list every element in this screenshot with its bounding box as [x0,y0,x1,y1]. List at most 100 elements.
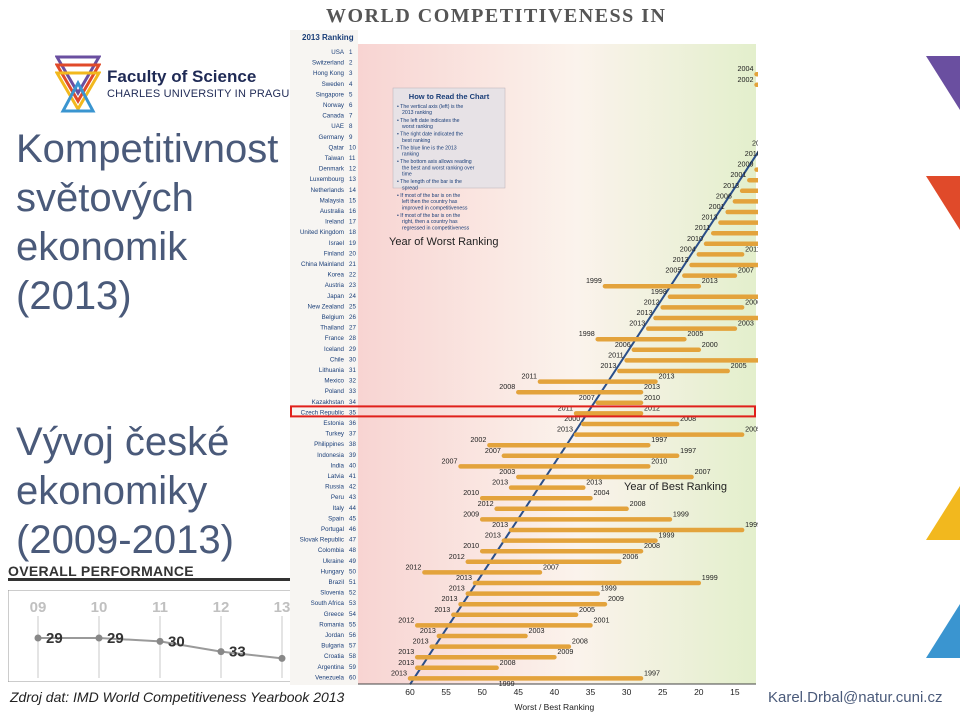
overall-performance-rule [8,578,318,581]
country-label: Russia [325,484,344,491]
rank-label: 51 [349,579,356,586]
overall-performance-point [34,634,42,642]
rank-label: 44 [349,505,356,512]
chart-title: WORLD COMPETITIVENESS IN [326,5,667,27]
howto-item: • The length of the bar is the spread [397,179,462,191]
country-label: Venezuela [315,674,344,681]
country-label: Singapore [316,91,345,98]
rank-label: 25 [349,303,356,310]
rank-label: 21 [349,261,356,268]
howto-item: • If most of the bar is on the right, the… [397,213,470,231]
worst-year-label: 2008 [499,382,515,391]
diagonal-2013-line [409,150,758,685]
worst-year-label: 2006 [752,138,758,147]
worst-year-label: 2011 [695,223,710,232]
country-label: France [325,335,345,342]
rank-label: 26 [349,314,356,321]
overall-performance-point [156,637,164,645]
title-line: ekonomik [16,225,188,269]
subtitle-line: Vývoj české [16,420,230,464]
country-label: Kazakhstan [312,399,345,406]
rank-label: 20 [349,250,356,257]
x-tick-label: 35 [586,687,596,697]
overall-performance-year: 09 [30,599,47,616]
country-label: Argentina [318,664,345,671]
rank-label: 19 [349,240,356,247]
howto-title: How to Read the Chart [409,92,490,101]
best-year-label: 2011 [745,244,758,253]
worst-year-label: 2013 [398,647,414,656]
country-label: Croatia [324,653,345,660]
country-label: Indonesia [317,452,344,459]
overall-performance-rank: 33 [229,644,246,661]
worst-year-label: 2013 [391,668,407,677]
country-label: Qatar [329,144,344,151]
x-axis-label: Worst / Best Ranking [515,702,595,712]
overall-performance-title: OVERALL PERFORMANCE [8,563,194,579]
worst-year-label: 2013 [492,520,508,529]
rank-label: 7 [349,113,353,120]
country-label: Taiwan [325,155,345,162]
rank-label: 43 [349,494,356,501]
worst-year-label: 2013 [492,478,508,487]
title-line: světových [16,176,194,220]
best-year-label: 2013 [586,478,602,487]
rank-label: 14 [349,187,356,194]
country-label: Thailand [320,325,344,332]
worst-year-label: 2013 [723,181,739,190]
deco-triangle-blue [926,604,960,658]
rank-label: 22 [349,272,356,279]
rank-label: 17 [349,219,356,226]
worst-year-label: 2001 [709,202,725,211]
best-year-label: 2009 [557,647,573,656]
best-year-label: 1999 [673,509,689,518]
worst-year-label: 2013 [629,319,645,328]
overall-performance-year: 12 [213,599,230,616]
best-year-label: 2013 [702,276,718,285]
worst-year-label: 2010 [687,234,703,243]
country-label: Peru [331,494,345,501]
rank-label: 1 [349,49,353,56]
rank-label: 10 [349,144,356,151]
rank-label: 30 [349,356,356,363]
country-label: Israel [329,240,344,247]
worst-year-label: 2013 [557,425,573,434]
author-email[interactable]: Karel.Drbal@natur.cuni.cz [768,689,943,706]
worst-year-label: 2005 [665,266,681,275]
worst-year-label: 2013 [413,637,429,646]
best-year-label: 1997 [644,668,660,677]
worst-year-label: 2013 [636,308,652,317]
worst-year-label: 1999 [586,276,602,285]
rank-label: 42 [349,484,356,491]
worst-year-label: 2012 [405,562,421,571]
rank-label: 9 [349,134,353,141]
country-label: Korea [327,272,344,279]
rank-label: 23 [349,282,356,289]
worst-year-label: 1998 [651,287,667,296]
country-label: Lithuania [319,367,345,374]
country-label: Iceland [324,346,345,353]
worst-year-label: 2013 [701,213,717,222]
country-label: UAE [331,123,344,130]
country-label: Slovak Republic [300,537,344,544]
country-label: Ireland [325,219,344,226]
rank-label: 48 [349,547,356,554]
howto-box [392,87,506,189]
rank-label: 53 [349,600,356,607]
worst-year-label: 2009 [738,160,754,169]
deco-triangle-purple [926,56,960,110]
title-line: Kompetitivnost [16,127,279,171]
worst-year-label: 2013 [434,605,450,614]
title-line: (2013) [16,274,132,318]
overall-performance-year: 11 [152,599,168,616]
overall-performance-point [278,654,286,662]
rank-label: 38 [349,441,356,448]
best-year-label: 2010 [651,456,667,465]
best-year-label: 1997 [651,435,667,444]
best-year-label: 2013 [658,372,674,381]
country-label: Malaysia [320,197,345,204]
rank-label: 18 [349,229,356,236]
country-label: Romania [319,621,344,628]
best-year-label: 1999 [658,531,674,540]
country-label: Brazil [329,579,344,586]
